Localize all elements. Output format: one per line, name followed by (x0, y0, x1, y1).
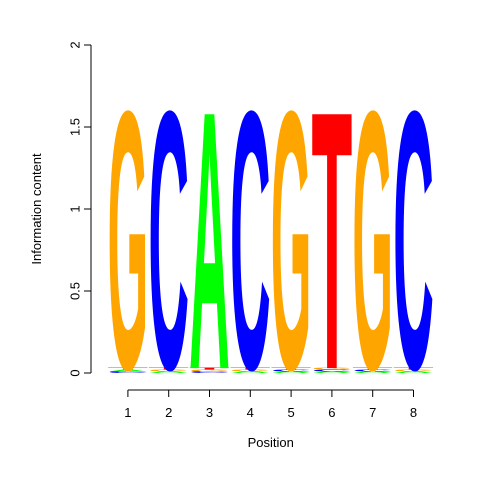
logo-letter-t: T (352, 368, 393, 371)
y-axis: 0 0.5 1 1.5 2 (68, 41, 92, 377)
logo-letter-a: A (312, 371, 353, 374)
logo-letter-c: C (352, 369, 393, 372)
logo-letter-c: C (393, 34, 434, 446)
logo-letter-g: G (352, 33, 393, 446)
logo-letter-c: C (189, 371, 230, 374)
logo-letter-t: T (393, 368, 434, 371)
x-axis-title: Position (248, 435, 294, 450)
x-tick-label: 3 (206, 405, 213, 420)
logo-letter-c: C (108, 371, 149, 374)
logo-letter-a: A (148, 371, 189, 374)
logo-letter-t: T (230, 368, 271, 371)
logo-letter-a: A (271, 371, 312, 374)
y-tick-label: 0 (68, 369, 83, 376)
logo-letter-a: A (393, 371, 434, 374)
logo-letter-t: T (189, 368, 230, 371)
logo-letter-g: G (393, 369, 434, 372)
logo-letter-c: C (271, 369, 312, 372)
x-tick-label: 8 (410, 405, 417, 420)
logo-letter-t: T (148, 368, 189, 371)
y-tick-label: 1.5 (68, 118, 83, 136)
logo-letter-t: T (271, 368, 312, 371)
logo-letter-g: G (108, 33, 149, 446)
logo-letter-c: C (312, 369, 353, 372)
y-tick-label: 2 (68, 41, 83, 48)
logo-letter-g: G (230, 369, 271, 372)
y-axis-title: Information content (29, 153, 44, 265)
logo-letter-g: G (271, 33, 312, 446)
logo-letter-a: A (189, 34, 230, 446)
logo-letter-t: T (108, 368, 149, 371)
x-axis: 1 2 3 4 5 6 7 8 (124, 389, 417, 420)
logo-letter-c: C (148, 34, 189, 446)
x-tick-label: 1 (124, 405, 131, 420)
x-tick-label: 4 (247, 405, 254, 420)
x-tick-label: 6 (328, 405, 335, 420)
logo-letter-g: G (189, 369, 230, 372)
x-tick-label: 2 (165, 405, 172, 420)
logo-letter-a: A (230, 371, 271, 374)
x-tick-label: 7 (369, 405, 376, 420)
logo-letter-t: T (312, 35, 353, 447)
y-tick-label: 0.5 (68, 282, 83, 300)
logo-letter-g: G (148, 369, 189, 372)
logo-letter-a: A (108, 369, 149, 372)
y-tick-label: 1 (68, 205, 83, 212)
logo-letter-g: G (312, 368, 353, 371)
logo-letter-a: A (352, 371, 393, 374)
x-tick-label: 5 (287, 405, 294, 420)
logo-letter-c: C (230, 34, 271, 446)
